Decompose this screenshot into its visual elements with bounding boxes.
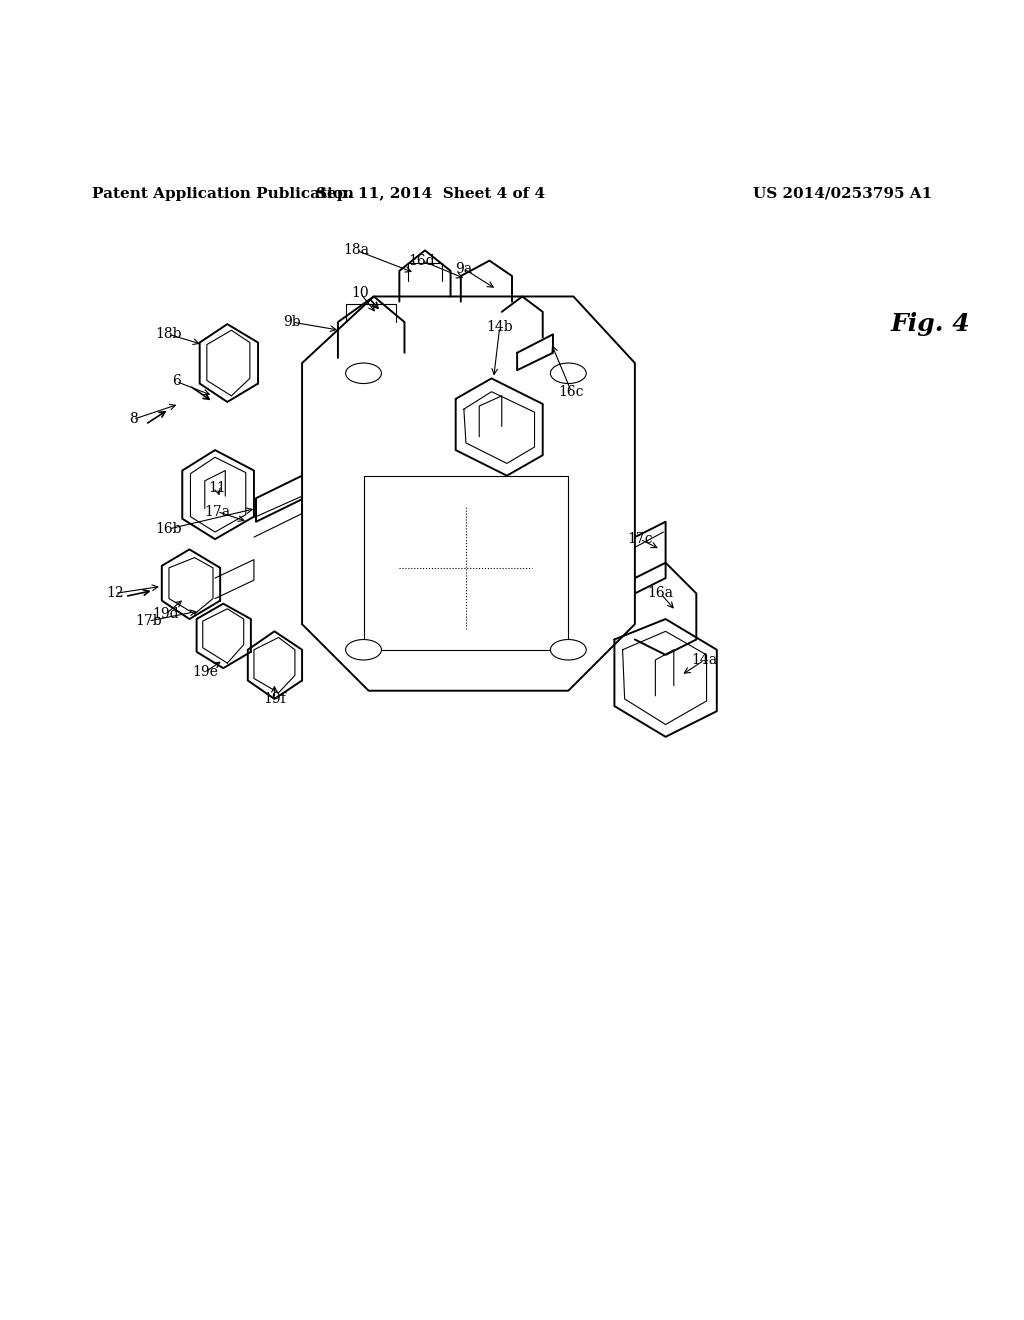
Text: 9a: 9a	[456, 261, 472, 276]
Text: 14b: 14b	[486, 321, 513, 334]
Text: 6: 6	[172, 375, 180, 388]
Text: 17c: 17c	[627, 532, 653, 546]
Text: 16c: 16c	[559, 384, 584, 399]
Text: Sep. 11, 2014  Sheet 4 of 4: Sep. 11, 2014 Sheet 4 of 4	[315, 187, 545, 201]
Text: 11: 11	[208, 480, 226, 495]
Text: US 2014/0253795 A1: US 2014/0253795 A1	[753, 187, 932, 201]
Text: 9b: 9b	[283, 315, 301, 329]
Ellipse shape	[551, 363, 586, 384]
Text: 14a: 14a	[691, 653, 718, 667]
Text: 17b: 17b	[135, 614, 162, 628]
Text: 16d: 16d	[409, 253, 435, 268]
Text: 17a: 17a	[204, 504, 230, 519]
Ellipse shape	[345, 363, 381, 384]
Text: 8: 8	[129, 412, 137, 426]
Ellipse shape	[345, 639, 381, 660]
Text: 19d: 19d	[153, 607, 179, 620]
Text: Fig. 4: Fig. 4	[891, 312, 971, 335]
Text: 18a: 18a	[343, 243, 370, 257]
Text: 16b: 16b	[156, 521, 182, 536]
Ellipse shape	[551, 639, 586, 660]
Text: 16a: 16a	[647, 586, 674, 601]
Text: 19f: 19f	[263, 692, 286, 706]
Text: 18b: 18b	[156, 327, 182, 342]
Text: 19e: 19e	[191, 665, 218, 680]
Text: 10: 10	[351, 286, 370, 301]
Text: 12: 12	[105, 586, 124, 601]
Text: Patent Application Publication: Patent Application Publication	[92, 187, 354, 201]
